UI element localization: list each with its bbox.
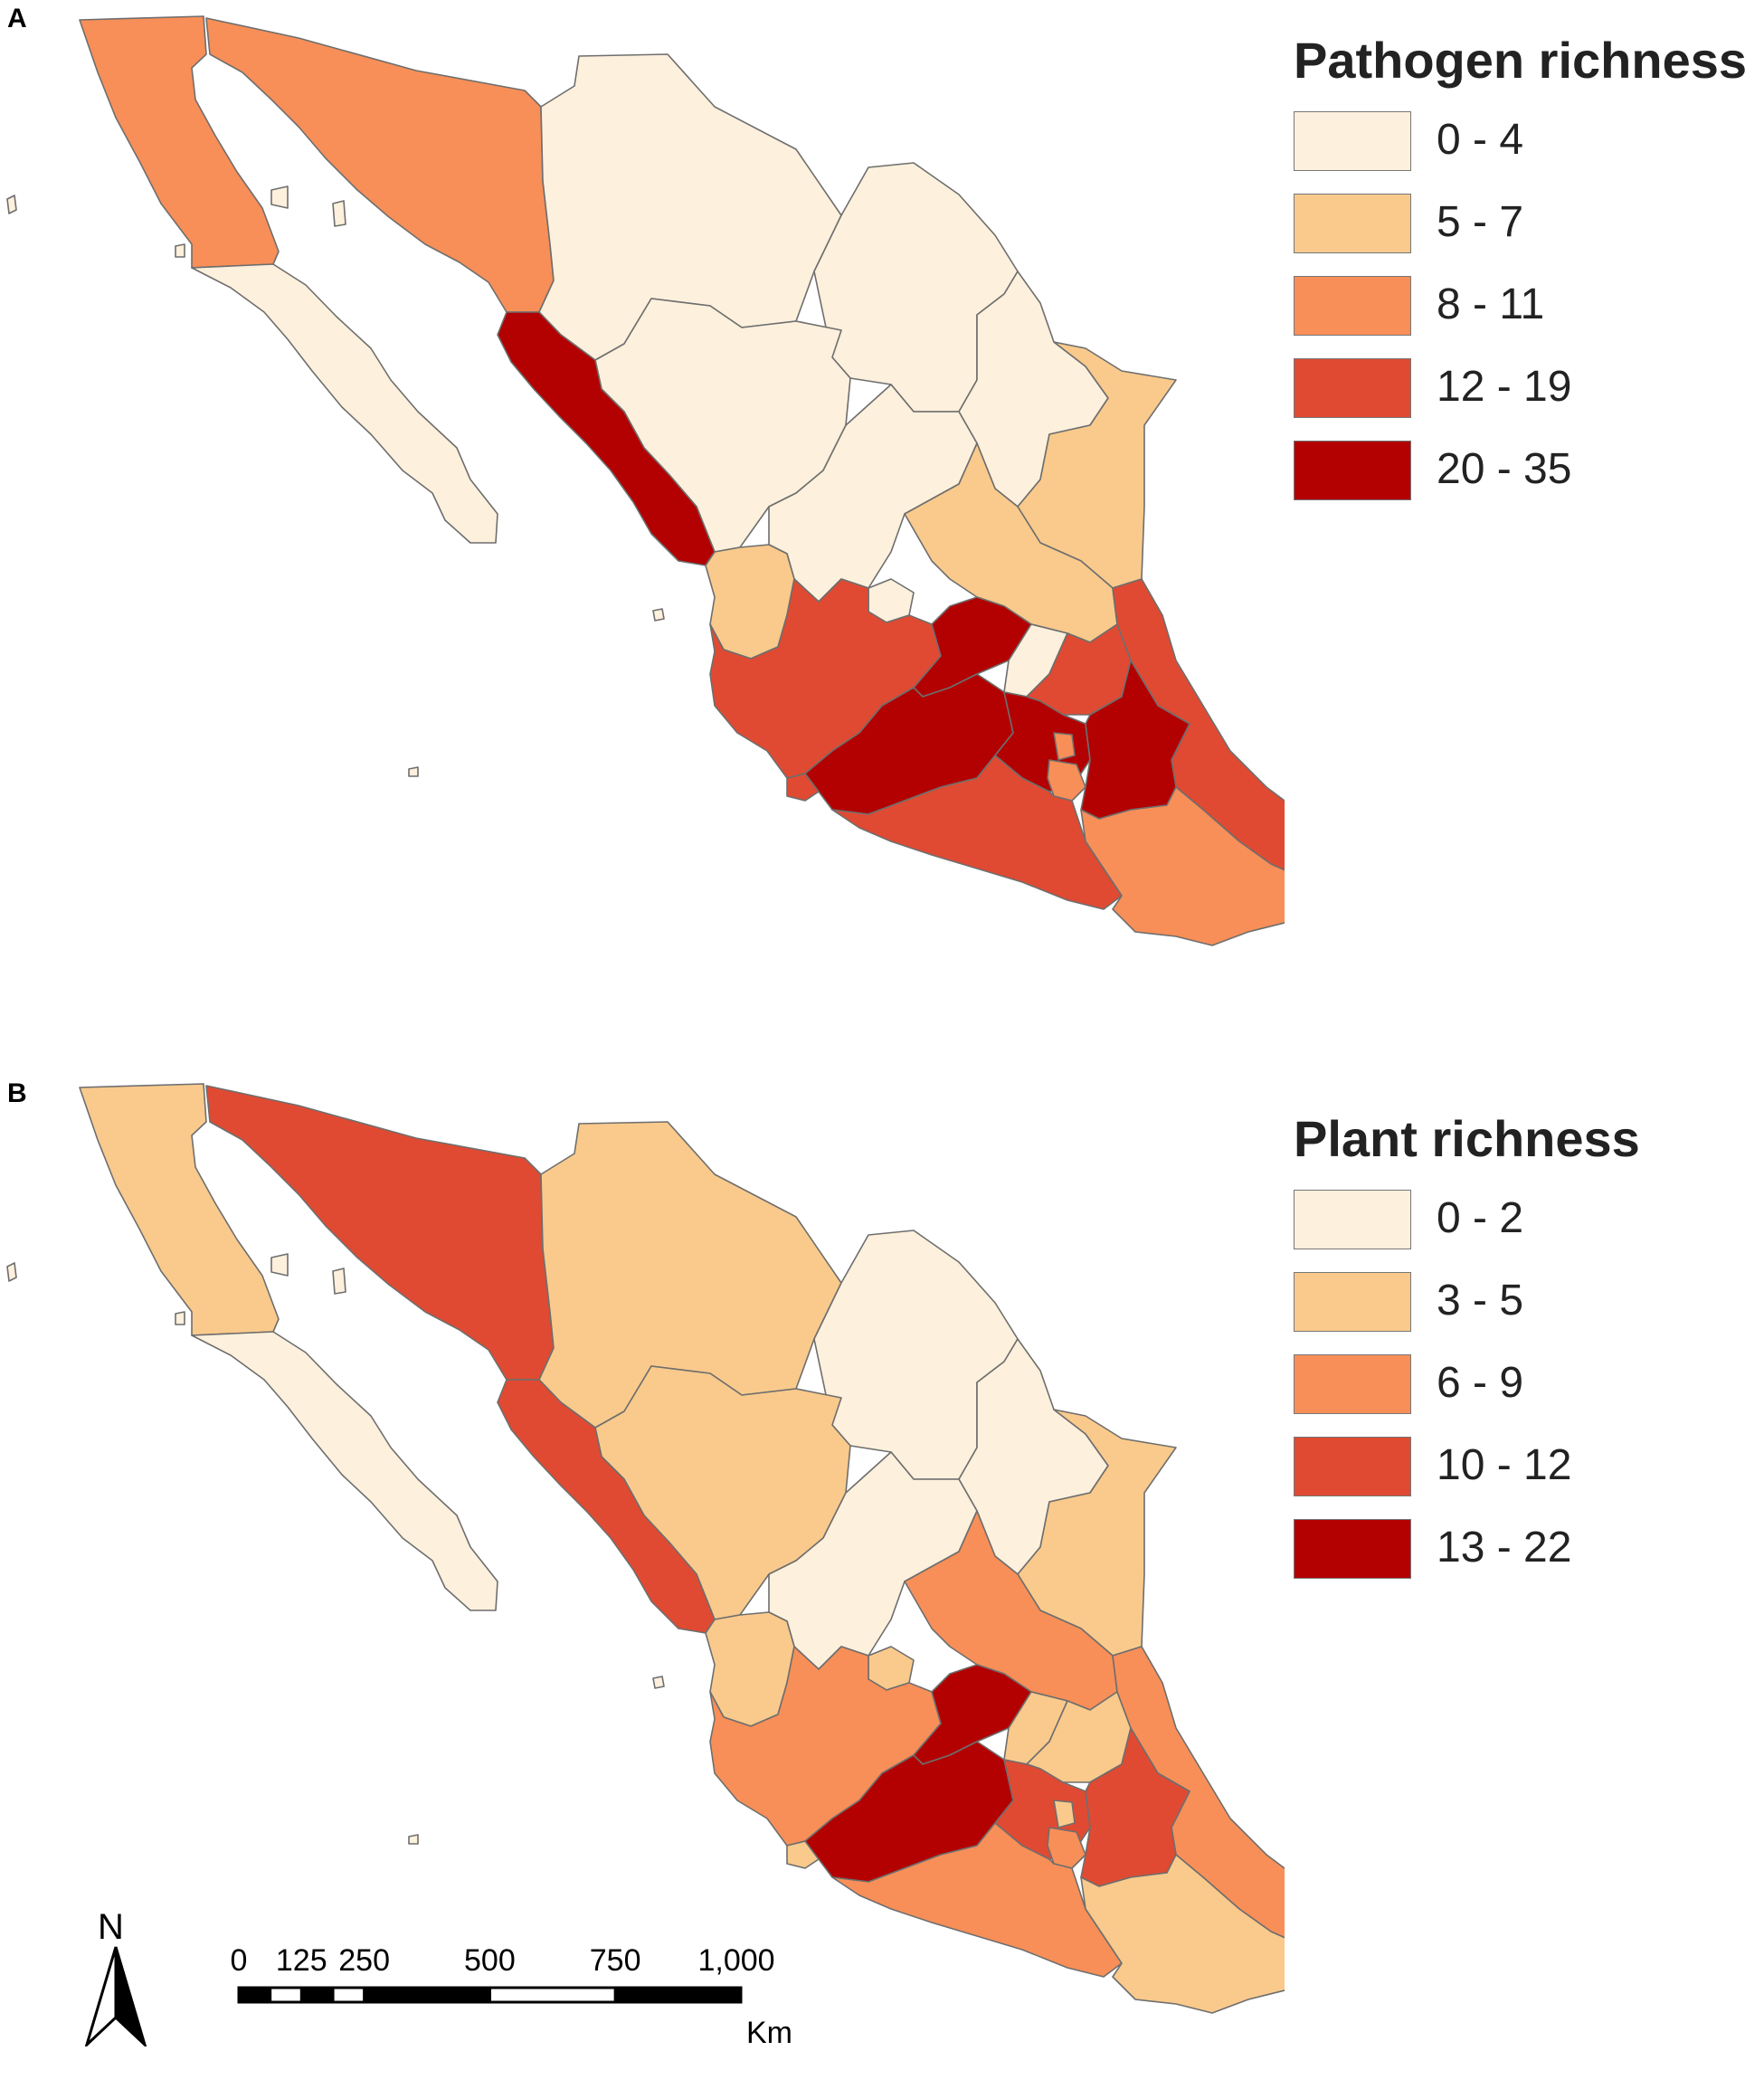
legend-swatch (1294, 441, 1411, 500)
north-letter: N (98, 1907, 124, 1947)
legend-label: 13 - 22 (1437, 1524, 1572, 1571)
state-colima (786, 1840, 820, 1869)
island (332, 200, 346, 227)
scale-bar (237, 1986, 743, 2004)
legend-swatch (1294, 111, 1411, 171)
legend-label: 5 - 7 (1437, 198, 1524, 246)
pathogen-legend: Pathogen richness 0 - 4 5 - 7 8 - 11 12 - 1… (1294, 31, 1764, 500)
state-guanajuato (913, 596, 1032, 698)
island (270, 185, 289, 209)
legend-label: 3 - 5 (1437, 1277, 1524, 1325)
scale-segment (488, 1986, 617, 2004)
legend-swatch (1294, 1519, 1411, 1579)
island (175, 1311, 185, 1325)
legend-swatch (1294, 1437, 1411, 1496)
legend-label: 6 - 9 (1437, 1359, 1524, 1407)
plant-legend: Plant richness 0 - 2 3 - 5 6 - 9 10 - 12 13 … (1294, 1109, 1764, 1579)
state-ciudad-de-mexico (1053, 1799, 1076, 1828)
legend-label: 0 - 2 (1437, 1194, 1524, 1242)
plant-richness-map (6, 1083, 1285, 2014)
scale-tick-label: 125 (275, 1943, 327, 1978)
island (652, 1676, 665, 1689)
scale-tick-label: 750 (589, 1943, 641, 1978)
island (175, 243, 185, 258)
legend-swatch (1294, 1354, 1411, 1414)
state-sonora (205, 17, 555, 313)
state-baja-california-sur (191, 263, 498, 544)
island (652, 608, 665, 622)
pathogen-richness-map (6, 15, 1285, 946)
legend-swatch (1294, 1272, 1411, 1332)
island (6, 1262, 17, 1282)
legend-label: 12 - 19 (1437, 363, 1572, 411)
legend-label: 8 - 11 (1437, 280, 1545, 328)
legend-label: 20 - 35 (1437, 445, 1572, 493)
state-sonora (205, 1085, 555, 1381)
island (332, 1268, 346, 1295)
mexico-states-a (6, 15, 1285, 946)
panel-a: A Pathogen richness 0 - 4 5 - 7 8 - 11 12 -… (0, 0, 1764, 1031)
island (408, 766, 419, 777)
state-baja-california-sur (191, 1331, 498, 1611)
pathogen-legend-title: Pathogen richness (1294, 32, 1748, 89)
plant-legend-title: Plant richness (1294, 1110, 1640, 1167)
scale-unit: Km (746, 2016, 792, 2050)
scale-segment (299, 1986, 335, 2004)
scale-tick-label: 250 (338, 1943, 390, 1978)
state-baja-california (79, 1083, 280, 1336)
scale-segment (331, 1986, 366, 2004)
state-oaxaca (1080, 1854, 1285, 2014)
panel-letter-b: B (7, 1078, 27, 1108)
legend-label: 0 - 4 (1437, 116, 1524, 164)
state-baja-california (79, 15, 280, 269)
scale-segment (237, 1986, 272, 2004)
scale-segment (613, 1986, 743, 2004)
legend-label: 10 - 12 (1437, 1441, 1572, 1489)
mexico-states-b (6, 1083, 1285, 2014)
state-colima (786, 773, 820, 802)
scale-tick-label: 1,000 (697, 1943, 775, 1978)
legend-swatch (1294, 358, 1411, 418)
island (6, 195, 17, 214)
state-guanajuato (913, 1664, 1032, 1765)
panel-b: B Plant richness 0 - 2 3 - 5 6 - 9 10 - 12 1… (0, 1068, 1764, 2089)
scale-tick-label: 0 (230, 1943, 248, 1978)
north-arrow-icon (84, 1946, 147, 2046)
island (270, 1253, 289, 1277)
island (408, 1834, 419, 1845)
state-oaxaca (1080, 786, 1285, 946)
scale-segment (269, 1986, 303, 2004)
legend-swatch (1294, 194, 1411, 253)
scale-segment (363, 1986, 491, 2004)
panel-letter-a: A (7, 4, 27, 33)
scale-tick-label: 500 (464, 1943, 516, 1978)
legend-swatch (1294, 1190, 1411, 1249)
state-ciudad-de-mexico (1053, 732, 1076, 761)
legend-swatch (1294, 276, 1411, 336)
